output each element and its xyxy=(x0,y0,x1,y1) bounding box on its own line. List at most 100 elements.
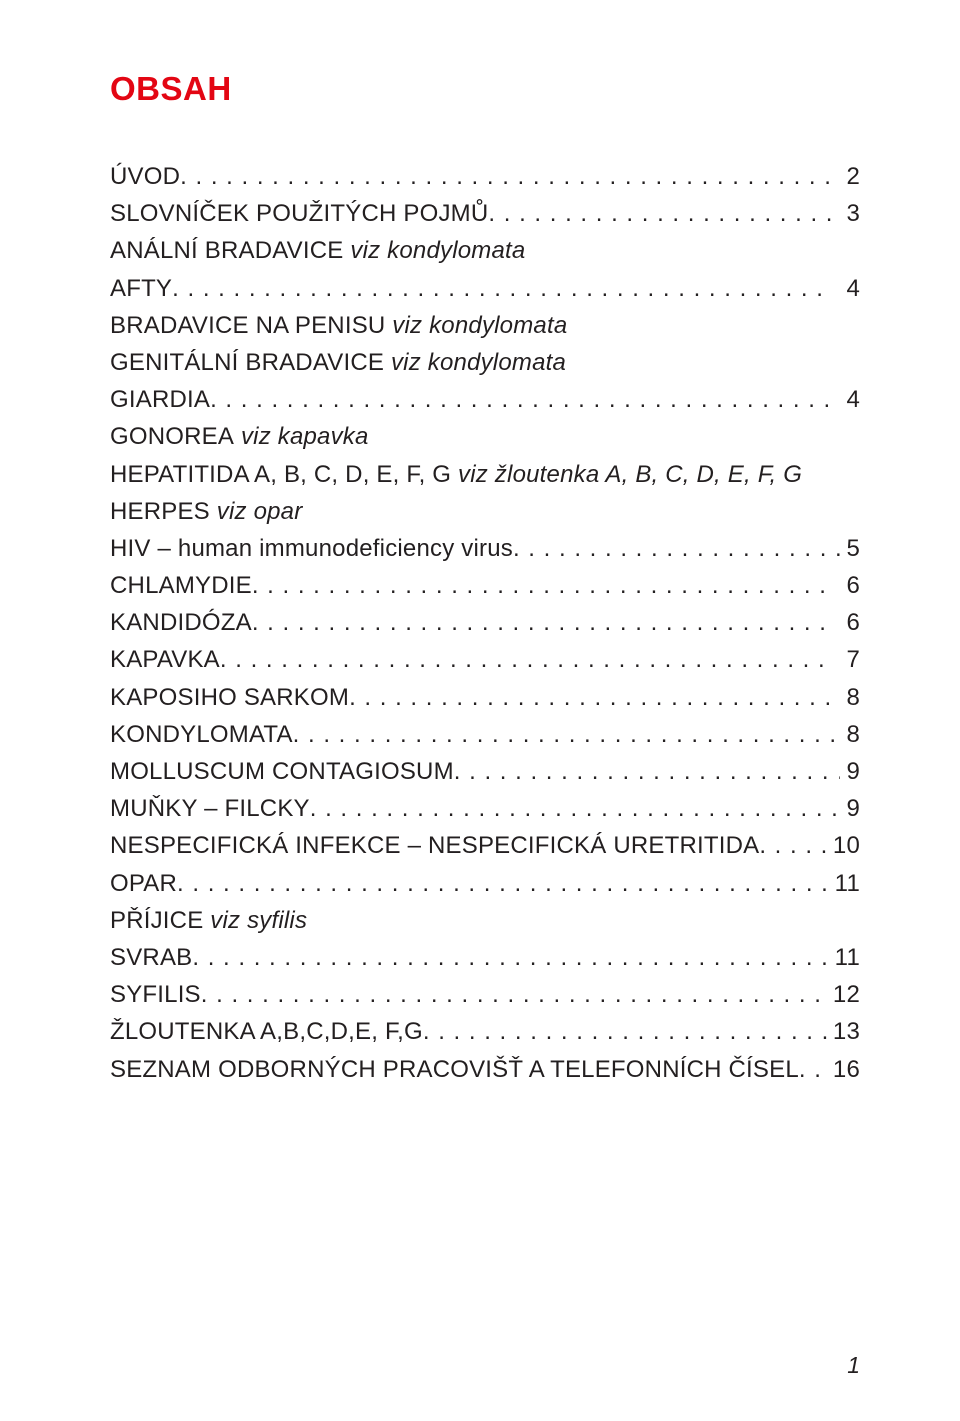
toc-leaders xyxy=(180,158,833,195)
toc-page-ref: 4 xyxy=(840,381,860,418)
toc-row: ŽLOUTENKA A,B,C,D,E, F,G 13 xyxy=(110,1013,860,1050)
page: OBSAH ÚVOD 2 SLOVNÍČEK POUŽITÝCH POJMŮ 3 ANÁ… xyxy=(0,0,960,1421)
toc-label-text: GIARDIA xyxy=(110,386,210,413)
toc-label: SVRAB xyxy=(110,939,192,976)
toc-row: HERPES viz opar xyxy=(110,493,860,530)
toc-label-text: SLOVNÍČEK POUŽITÝCH POJMŮ xyxy=(110,200,488,227)
toc-label-text: CHLAMYDIE xyxy=(110,572,252,599)
toc-label-text: MUŇKY – FILCKY xyxy=(110,795,310,822)
toc-label-text: KAPAVKA xyxy=(110,646,220,673)
toc-label-text: BRADAVICE NA PENISU xyxy=(110,312,385,339)
toc-label-text: HEPATITIDA A, B, C, D, E, F, G xyxy=(110,461,451,488)
toc-label-text: SYFILIS xyxy=(110,981,201,1008)
toc-leaders xyxy=(252,567,836,604)
toc-label: HERPES viz opar xyxy=(110,493,302,530)
toc-label: ŽLOUTENKA A,B,C,D,E, F,G xyxy=(110,1013,423,1050)
toc-leaders xyxy=(220,641,835,678)
toc-page-ref: 8 xyxy=(845,679,860,716)
toc-page-ref: 2 xyxy=(839,158,860,195)
toc-label: MOLLUSCUM CONTAGIOSUM xyxy=(110,753,454,790)
toc-label: GONOREA viz kapavka xyxy=(110,418,369,455)
toc-leaders xyxy=(293,716,837,753)
toc-label: HEPATITIDA A, B, C, D, E, F, G viz žlout… xyxy=(110,456,802,493)
toc-row: HIV – human immunodeficiency virus 5 xyxy=(110,530,860,567)
toc-label-text: SVRAB xyxy=(110,944,192,971)
toc-label: HIV – human immunodeficiency virus xyxy=(110,530,513,567)
toc-label-text: KANDIDÓZA xyxy=(110,609,252,636)
toc-leaders xyxy=(349,679,839,716)
toc-leaders xyxy=(759,827,827,864)
toc-page-ref: 9 xyxy=(846,753,860,790)
toc-page-ref: 10 xyxy=(833,827,860,864)
toc-label: SLOVNÍČEK POUŽITÝCH POJMŮ xyxy=(110,195,488,232)
toc-page-ref: 5 xyxy=(846,530,860,567)
toc-label-text: KONDYLOMATA xyxy=(110,721,293,748)
toc-row: MUŇKY – FILCKY 9 xyxy=(110,790,860,827)
toc-page-ref: 4 xyxy=(839,270,860,307)
toc-page-ref: 13 xyxy=(833,1013,860,1050)
toc-label-italic: viz žloutenka A, B, C, D, E, F, G xyxy=(451,461,802,488)
toc-label-text: ŽLOUTENKA A,B,C,D,E, F,G xyxy=(110,1018,423,1045)
toc-label-italic: viz opar xyxy=(210,498,303,525)
toc-label: NESPECIFICKÁ INFEKCE – NESPECIFICKÁ URET… xyxy=(110,827,759,864)
toc-list: ÚVOD 2 SLOVNÍČEK POUŽITÝCH POJMŮ 3 ANÁLNÍ BR… xyxy=(110,158,860,1088)
toc-row: KANDIDÓZA 6 xyxy=(110,604,860,641)
toc-leaders xyxy=(252,604,836,641)
toc-row: GIARDIA 4 xyxy=(110,381,860,418)
toc-label-text: KAPOSIHO SARKOM xyxy=(110,684,349,711)
toc-row: NESPECIFICKÁ INFEKCE – NESPECIFICKÁ URET… xyxy=(110,827,860,864)
toc-page-ref: 6 xyxy=(842,604,860,641)
toc-label: SEZNAM ODBORNÝCH PRACOVIŠŤ A TELEFONNÍCH… xyxy=(110,1051,799,1088)
toc-label-text: ÚVOD xyxy=(110,163,180,190)
toc-label-text: ANÁLNÍ BRADAVICE xyxy=(110,237,344,264)
toc-label: KAPOSIHO SARKOM xyxy=(110,679,349,716)
toc-label: KONDYLOMATA xyxy=(110,716,293,753)
toc-label-italic: viz kondylomata xyxy=(344,237,526,264)
toc-row: KAPOSIHO SARKOM 8 xyxy=(110,679,860,716)
toc-label-text: GONOREA xyxy=(110,423,234,450)
toc-page-ref: 11 xyxy=(835,865,860,902)
toc-label: KANDIDÓZA xyxy=(110,604,252,641)
toc-leaders xyxy=(201,976,827,1013)
toc-label: GIARDIA xyxy=(110,381,210,418)
toc-label: ÚVOD xyxy=(110,158,180,195)
toc-label: BRADAVICE NA PENISU viz kondylomata xyxy=(110,307,567,344)
toc-page-ref: 3 xyxy=(846,195,860,232)
toc-label: ANÁLNÍ BRADAVICE viz kondylomata xyxy=(110,232,525,269)
toc-leaders xyxy=(172,270,833,307)
toc-leaders xyxy=(488,195,840,232)
toc-leaders xyxy=(799,1051,827,1088)
toc-row: OPAR 11 xyxy=(110,865,860,902)
toc-leaders xyxy=(454,753,841,790)
toc-label-text: GENITÁLNÍ BRADAVICE xyxy=(110,349,384,376)
toc-page-ref: 11 xyxy=(835,939,860,976)
toc-page-ref: 8 xyxy=(843,716,860,753)
toc-label: KAPAVKA xyxy=(110,641,220,678)
toc-row: ÚVOD 2 xyxy=(110,158,860,195)
toc-label-text: MOLLUSCUM CONTAGIOSUM xyxy=(110,758,454,785)
toc-label: SYFILIS xyxy=(110,976,201,1013)
toc-row: CHLAMYDIE 6 xyxy=(110,567,860,604)
toc-row: KAPAVKA 7 xyxy=(110,641,860,678)
toc-page-ref: 12 xyxy=(833,976,860,1013)
toc-row: KONDYLOMATA 8 xyxy=(110,716,860,753)
toc-row: BRADAVICE NA PENISU viz kondylomata xyxy=(110,307,860,344)
page-title: OBSAH xyxy=(110,70,860,108)
toc-label-text: NESPECIFICKÁ INFEKCE – NESPECIFICKÁ URET… xyxy=(110,832,759,859)
toc-page-ref: 7 xyxy=(841,641,860,678)
toc-leaders xyxy=(423,1013,827,1050)
toc-row: PŘÍJICE viz syfilis xyxy=(110,902,860,939)
toc-label-italic: viz kondylomata xyxy=(384,349,566,376)
toc-row: GONOREA viz kapavka xyxy=(110,418,860,455)
toc-page-ref: 6 xyxy=(842,567,860,604)
toc-label: OPAR xyxy=(110,865,177,902)
toc-page-ref: 9 xyxy=(843,790,860,827)
page-number-footer: 1 xyxy=(847,1352,860,1379)
toc-row: SYFILIS 12 xyxy=(110,976,860,1013)
toc-label-italic: viz kapavka xyxy=(234,423,368,450)
toc-leaders xyxy=(310,790,838,827)
toc-page-ref: 16 xyxy=(833,1051,860,1088)
toc-label-text: SEZNAM ODBORNÝCH PRACOVIŠŤ A TELEFONNÍCH… xyxy=(110,1056,799,1083)
toc-row: ANÁLNÍ BRADAVICE viz kondylomata xyxy=(110,232,860,269)
toc-label-text: AFTY xyxy=(110,275,172,302)
